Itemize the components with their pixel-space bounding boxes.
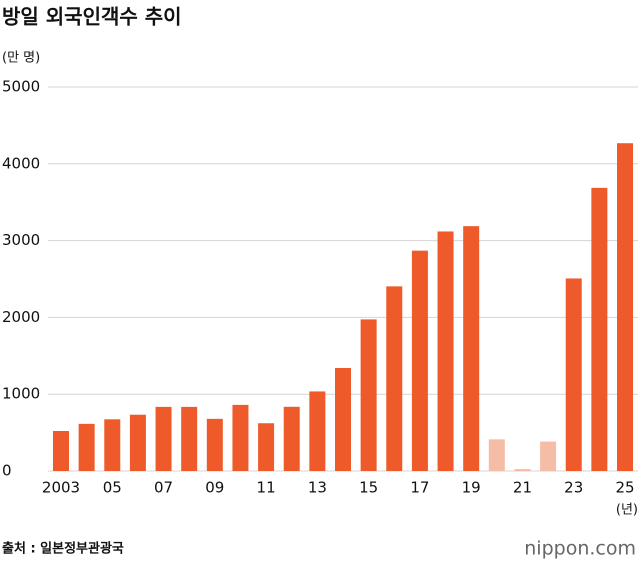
bar [617, 143, 633, 472]
bar [181, 406, 198, 471]
x-tick-label: 09 [205, 479, 224, 497]
bar [411, 250, 428, 471]
bar [283, 406, 300, 471]
x-axis-label: (년) [616, 503, 638, 518]
logo: nippon.com [524, 538, 636, 560]
y-tick-label: 0 [2, 462, 12, 480]
x-tick-label: 21 [513, 479, 532, 497]
x-tick-label: 11 [257, 479, 276, 497]
y-tick-label: 3000 [2, 231, 40, 249]
bar [129, 414, 146, 471]
bar [155, 406, 172, 471]
bar [360, 319, 377, 471]
x-tick-label: 13 [308, 479, 327, 497]
y-tick-label: 1000 [2, 385, 40, 403]
bar [309, 391, 326, 471]
bar [335, 368, 351, 471]
bar [591, 187, 608, 472]
x-tick-label: 25 [615, 479, 634, 497]
x-tick-label: 05 [103, 479, 122, 497]
bar [53, 430, 69, 471]
bar [386, 286, 403, 471]
y-tick-label: 4000 [2, 154, 40, 172]
y-tick-label: 2000 [2, 308, 40, 326]
chart-title: 방일 외국인객수 추이 [2, 5, 182, 29]
bar [540, 441, 557, 471]
x-tick-label: 23 [564, 479, 583, 497]
y-axis-label: (만 명) [2, 51, 40, 66]
x-tick-label: 15 [359, 479, 378, 497]
bar [104, 419, 121, 471]
y-tick-label: 5000 [2, 78, 40, 96]
bar [232, 404, 249, 471]
bar [206, 418, 223, 471]
bar [488, 439, 505, 471]
bar [565, 278, 582, 471]
x-tick-label: 19 [462, 479, 481, 497]
x-tick-label: 17 [410, 479, 429, 497]
bar [463, 226, 480, 471]
source: 출처 : 일본정부관광국 [2, 541, 124, 557]
x-tick-label: 2003 [42, 479, 80, 497]
bar [437, 231, 454, 471]
bar [514, 469, 531, 471]
bar [258, 423, 275, 471]
x-tick-label: 07 [154, 479, 173, 497]
bar [78, 423, 95, 471]
